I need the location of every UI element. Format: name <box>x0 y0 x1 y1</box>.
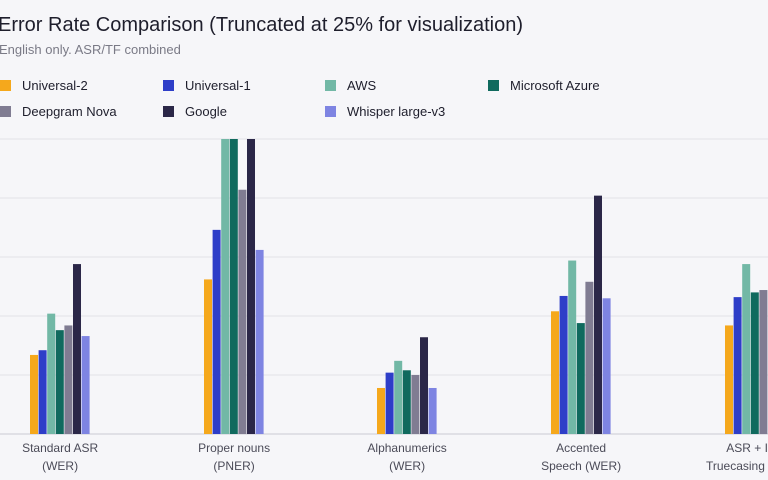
bar <box>420 337 428 434</box>
bar <box>602 298 611 434</box>
bar <box>81 336 90 434</box>
legend-item: Universal-1 <box>163 77 251 93</box>
legend-label: AWS <box>347 77 377 93</box>
bar <box>377 387 385 434</box>
legend-item: Microsoft Azure <box>488 77 600 93</box>
legend-item: Whisper large-v3 <box>325 103 445 119</box>
legend-swatch <box>0 105 11 117</box>
x-tick-label: (WER) <box>389 459 425 473</box>
legend-label: Universal-2 <box>22 77 88 93</box>
bar <box>576 323 585 434</box>
bar <box>594 195 602 434</box>
bar <box>38 350 47 434</box>
legend-label: Microsoft Azure <box>510 77 600 93</box>
legend-item: Google <box>163 103 227 119</box>
bar <box>221 139 230 434</box>
x-tick-label: ASR + ITN <box>726 441 768 455</box>
bar <box>238 189 247 434</box>
legend-swatch <box>163 105 174 117</box>
x-tick-label: Standard ASR <box>22 441 98 455</box>
bar <box>750 292 759 434</box>
legend-swatch <box>163 79 174 91</box>
bar <box>64 325 73 434</box>
chart-title: Error Rate Comparison (Truncated at 25% … <box>0 14 524 36</box>
bar <box>204 279 212 434</box>
bar <box>725 325 733 434</box>
legend-swatch <box>0 79 11 91</box>
bar <box>559 295 568 434</box>
bar <box>428 387 437 434</box>
bar <box>385 372 394 434</box>
bar <box>394 360 403 434</box>
bar <box>568 260 577 434</box>
legend-label: Universal-1 <box>185 77 251 93</box>
legend-item: Deepgram Nova <box>0 103 117 119</box>
legend-label: Google <box>185 103 227 119</box>
bar <box>411 375 420 434</box>
bar <box>759 290 768 434</box>
legend-swatch <box>325 79 336 91</box>
bar <box>742 264 751 434</box>
x-tick-label: Speech (WER) <box>541 459 621 473</box>
chart-subtitle: English only. ASR/TF combined <box>0 42 181 57</box>
bar <box>402 370 411 434</box>
bar <box>585 281 594 434</box>
bar <box>551 311 559 434</box>
bar <box>247 139 255 434</box>
x-tick-label: (WER) <box>42 459 78 473</box>
bar <box>47 313 56 434</box>
x-tick-label: Truecasing (WER) <box>706 459 768 473</box>
legend-item: AWS <box>325 77 376 93</box>
bar <box>30 354 38 434</box>
bar <box>55 330 64 434</box>
x-tick-label: Alphanumerics <box>367 441 446 455</box>
legend-label: Whisper large-v3 <box>347 103 446 119</box>
bar <box>255 249 264 434</box>
legend-swatch <box>325 105 336 117</box>
bar <box>229 139 238 434</box>
legend-label: Deepgram Nova <box>22 103 117 119</box>
x-tick-label: Accented <box>556 441 606 455</box>
x-tick-label: (PNER) <box>213 459 254 473</box>
bar <box>733 297 742 434</box>
x-tick-label: Proper nouns <box>198 441 270 455</box>
bar <box>73 264 81 434</box>
legend-item: Universal-2 <box>0 77 88 93</box>
legend-swatch <box>488 79 499 91</box>
bar <box>212 229 221 434</box>
